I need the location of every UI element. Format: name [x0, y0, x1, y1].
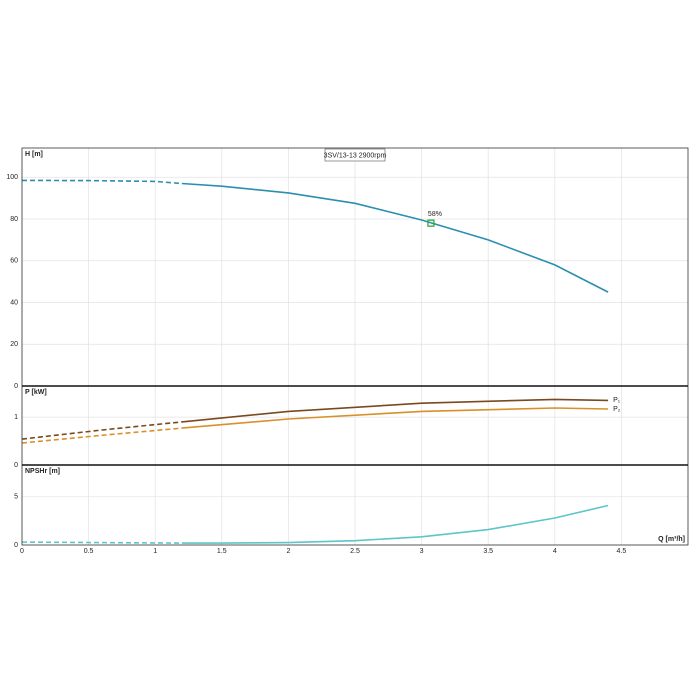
curve	[181, 398, 609, 423]
x-tick-label: 0.5	[84, 548, 94, 555]
efficiency-marker	[427, 219, 435, 227]
x-tick-label: 1.5	[217, 548, 227, 555]
x-tick-label: 1	[153, 548, 157, 555]
y-tick-label: 20	[10, 341, 18, 348]
y-tick-label: 0	[14, 462, 18, 469]
x-tick-label: 2.5	[350, 548, 360, 555]
curve	[181, 182, 609, 293]
y-tick-label: 60	[10, 258, 18, 265]
curve	[21, 541, 182, 544]
curve-label: P₁	[613, 397, 621, 404]
y-tick-label: 1	[14, 414, 18, 421]
y-axis-label: NPSHr [m]	[25, 468, 60, 475]
curve	[181, 504, 609, 544]
x-axis-label: Q [m³/h]	[658, 536, 685, 543]
annotation: 58%	[428, 211, 442, 218]
y-tick-label: 40	[10, 299, 18, 306]
y-axis-label: H [m]	[25, 151, 43, 158]
y-axis-label: P [kW]	[25, 389, 47, 396]
x-tick-label: 3.5	[483, 548, 493, 555]
x-tick-label: 4	[553, 548, 557, 555]
title-box	[324, 148, 386, 162]
y-tick-label: 80	[10, 216, 18, 223]
y-tick-label: 5	[14, 494, 18, 501]
chart-title: 3SV/13-13 2900rpm	[324, 152, 387, 159]
frame	[21, 147, 689, 546]
x-tick-label: 2	[286, 548, 290, 555]
x-tick-label: 4.5	[617, 548, 627, 555]
curve	[21, 421, 182, 440]
x-tick-label: 3	[420, 548, 424, 555]
curve	[21, 427, 182, 444]
curve	[181, 407, 609, 429]
y-tick-label: 100	[6, 174, 18, 181]
x-tick-label: 0	[20, 548, 24, 555]
y-tick-label: 0	[14, 542, 18, 549]
y-tick-label: 0	[14, 383, 18, 390]
curve	[21, 179, 182, 185]
curve-label: P₂	[613, 406, 621, 413]
